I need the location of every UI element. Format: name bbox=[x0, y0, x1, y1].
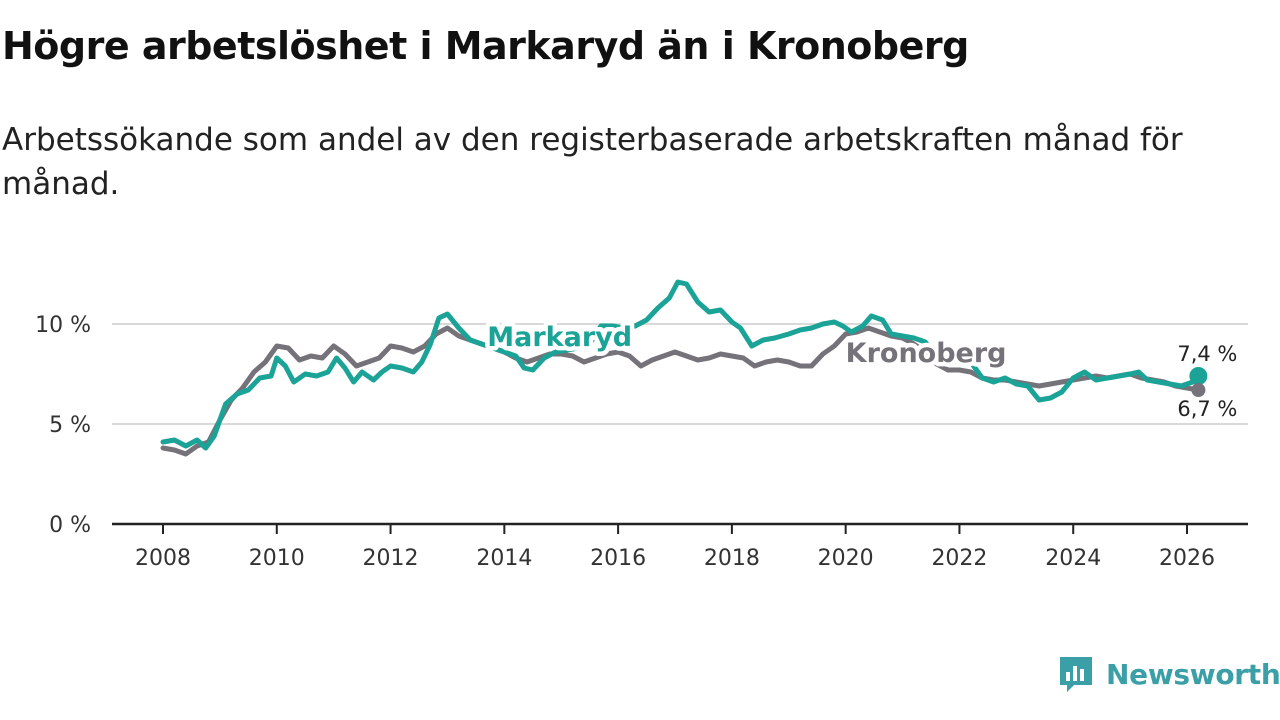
x-axis: 2008 2010 2012 2014 2016 2018 2020 2022 2024 2026 bbox=[112, 522, 1248, 571]
x-tick-label: 2020 bbox=[818, 546, 874, 571]
chart-title: Högre arbetslöshet i Markaryd än i Krono… bbox=[2, 24, 969, 68]
x-tick-label: 2014 bbox=[476, 546, 532, 571]
chart-subtitle: Arbetssökande som andel av den registerb… bbox=[2, 122, 1183, 202]
series-line-markaryd bbox=[160, 279, 1201, 451]
x-tick-label: 2010 bbox=[249, 546, 305, 571]
newsworthy-logo: Newsworthy bbox=[1058, 653, 1280, 695]
x-tick-label: 2012 bbox=[363, 546, 419, 571]
y-axis-ticks: 0 % 5 % 10 % bbox=[35, 313, 91, 538]
end-marker-markaryd bbox=[1189, 367, 1208, 385]
end-label-kronoberg: 6,7 % bbox=[1177, 397, 1237, 421]
x-tick-label: 2016 bbox=[590, 546, 646, 571]
series-line-kronoberg bbox=[160, 325, 1201, 457]
end-label-markaryd: 7,4 % bbox=[1177, 342, 1237, 366]
gridlines bbox=[112, 323, 1248, 425]
annotation-label: Markaryd bbox=[487, 322, 632, 353]
y-tick-label: 0 % bbox=[49, 513, 91, 538]
bar-chart-speech-icon bbox=[1060, 657, 1092, 692]
annotation-halo: Markaryd bbox=[487, 322, 632, 353]
end-labels: 7,4 % 6,7 % bbox=[1177, 342, 1237, 421]
x-tick-label: 2018 bbox=[704, 546, 760, 571]
annotation-halo: Kronoberg bbox=[846, 338, 1007, 369]
annotation-label: Kronoberg bbox=[846, 338, 1007, 369]
series-lines bbox=[160, 279, 1201, 457]
y-tick-label: 5 % bbox=[49, 413, 91, 438]
x-tick-label: 2008 bbox=[135, 546, 191, 571]
brand-name: Newsworthy bbox=[1106, 657, 1280, 691]
y-tick-label: 10 % bbox=[35, 313, 91, 338]
x-tick-label: 2026 bbox=[1159, 546, 1215, 571]
x-tick-label: 2024 bbox=[1045, 546, 1101, 571]
x-tick-label: 2022 bbox=[931, 546, 987, 571]
end-marker-kronoberg bbox=[1191, 383, 1206, 397]
